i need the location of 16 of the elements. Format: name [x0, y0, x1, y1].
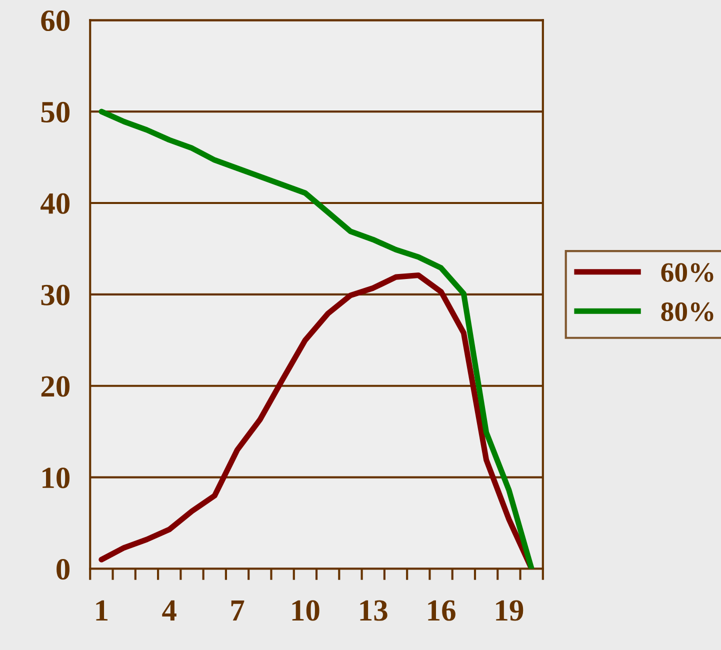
legend-label: 80%: [661, 302, 714, 322]
y-tick-label: 20: [41, 376, 70, 397]
y-tick-label: 60: [41, 10, 70, 32]
y-tick-label: 0: [56, 559, 70, 580]
x-tick-label: 1: [96, 600, 108, 621]
y-tick-label: 40: [40, 193, 70, 214]
legend-label: 60%: [661, 263, 714, 282]
y-tick-label: 50: [41, 102, 70, 122]
x-tick-label: 13: [360, 600, 388, 621]
y-tick-label: 30: [41, 284, 70, 306]
x-tick-label: 10: [292, 600, 320, 621]
x-tick-label: 19: [496, 600, 524, 621]
x-tick-label: 7: [231, 600, 244, 621]
x-tick-label: 16: [428, 600, 456, 621]
x-tick-label: 4: [162, 600, 176, 621]
y-tick-label: 10: [42, 468, 70, 488]
